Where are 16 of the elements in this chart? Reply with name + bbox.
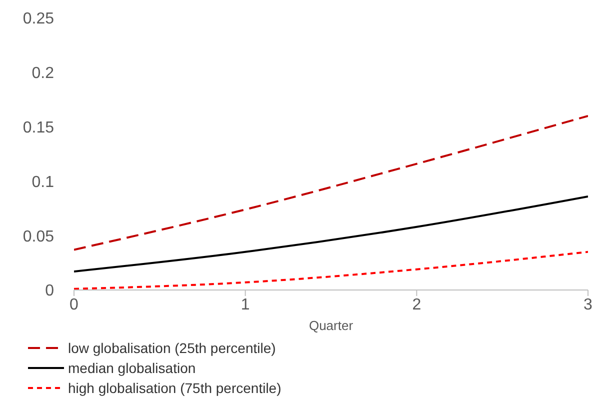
line-series — [74, 195, 588, 273]
legend-label: low globalisation (25th percentile) — [68, 340, 276, 356]
x-tick-label: 2 — [412, 296, 422, 314]
x-tick-label: 3 — [584, 296, 593, 314]
y-tick-label: 0.25 — [22, 10, 54, 28]
legend-label: median globalisation — [68, 360, 196, 376]
y-tick-label: 0.05 — [22, 228, 54, 246]
x-axis-title: Quarter — [308, 318, 354, 333]
x-tick-label: 1 — [240, 296, 250, 314]
y-tick-label: 0.1 — [32, 174, 54, 191]
line-series — [74, 114, 588, 251]
y-tick-label: 0.15 — [22, 119, 54, 136]
legend-label: high globalisation (75th percentile) — [68, 380, 282, 396]
y-tick-label: 0 — [45, 282, 54, 300]
x-tick-label: 0 — [70, 296, 79, 314]
y-tick-label: 0.2 — [32, 65, 54, 82]
